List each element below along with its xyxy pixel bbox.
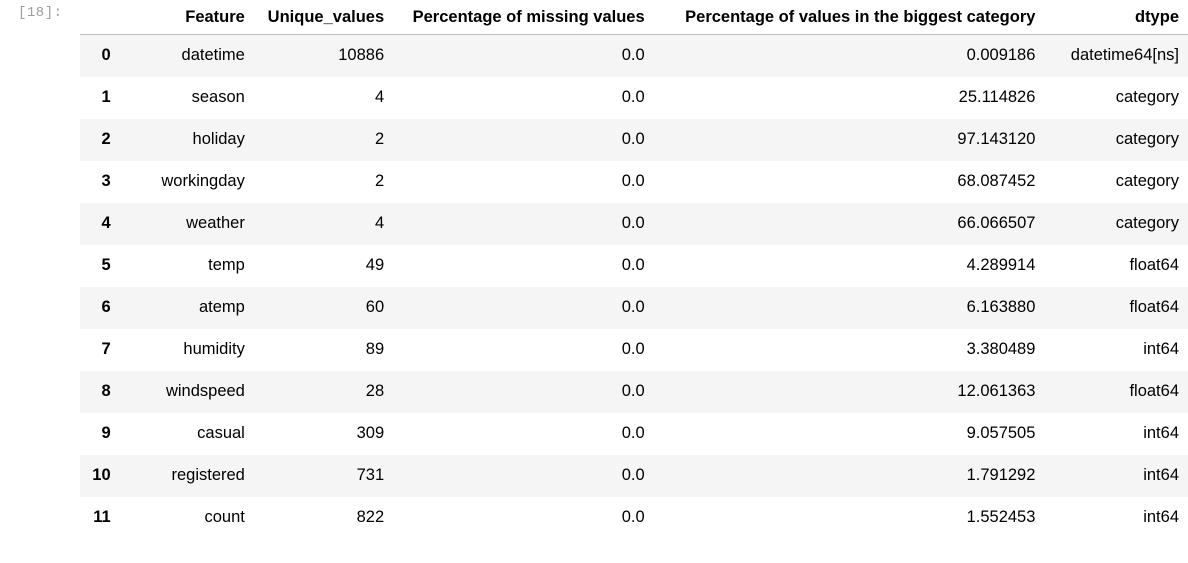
- header-dtype: dtype: [1044, 0, 1188, 35]
- biggest-category-cell: 6.163880: [966, 298, 1036, 316]
- table-row: 5 temp 49 0.0 4.289914 float64: [80, 244, 1188, 287]
- dtype-cell: category: [1115, 130, 1179, 148]
- biggest-category-cell: 66.066507: [957, 214, 1036, 232]
- row-index: 8: [101, 382, 111, 400]
- unique-values-cell: 4: [374, 214, 385, 232]
- feature-cell: humidity: [183, 340, 245, 358]
- feature-cell: datetime: [181, 46, 245, 65]
- missing-cell: 0.0: [621, 214, 645, 232]
- table-header-row: Feature Unique_values Percentage of miss…: [80, 0, 1188, 35]
- biggest-category-cell: 0.009186: [966, 46, 1036, 65]
- biggest-category-cell: 68.087452: [957, 172, 1036, 190]
- row-index: 5: [101, 256, 111, 274]
- biggest-category-cell: 3.380489: [966, 340, 1036, 358]
- dtype-cell: int64: [1143, 424, 1179, 442]
- missing-cell: 0.0: [621, 256, 645, 274]
- dtype-cell: float64: [1129, 256, 1179, 274]
- cell-execution-count: [18]:: [18, 5, 63, 21]
- row-index: 6: [101, 298, 111, 316]
- table-row: 3 workingday 2 0.0 68.087452 category: [80, 160, 1188, 203]
- missing-cell: 0.0: [621, 466, 645, 484]
- dtype-cell: float64: [1129, 382, 1179, 400]
- feature-cell: weather: [186, 214, 245, 232]
- biggest-category-cell: 97.143120: [957, 130, 1036, 148]
- biggest-category-cell: 25.114826: [958, 88, 1036, 106]
- dtype-cell: category: [1115, 214, 1179, 232]
- row-index: 9: [101, 424, 111, 442]
- unique-values-cell: 4: [374, 88, 385, 106]
- dtype-cell: category: [1115, 172, 1179, 190]
- missing-cell: 0.0: [621, 382, 645, 400]
- feature-cell: windspeed: [165, 382, 245, 400]
- header-missing-percentage: Percentage of missing values: [393, 0, 654, 35]
- missing-cell: 0.0: [621, 46, 645, 65]
- header-feature: Feature: [118, 0, 254, 35]
- unique-values-cell: 28: [365, 382, 385, 400]
- dtype-cell: int64: [1143, 508, 1179, 526]
- missing-cell: 0.0: [621, 298, 645, 316]
- dtype-cell: datetime64[ns]: [1070, 46, 1179, 65]
- missing-cell: 0.0: [621, 130, 645, 148]
- row-index: 11: [93, 508, 111, 526]
- unique-values-cell: 10886: [338, 46, 385, 65]
- table-row: 6 atemp 60 0.0 6.163880 float64: [80, 286, 1188, 329]
- table-row: 9 casual 309 0.0 9.057505 int64: [80, 412, 1188, 455]
- dtype-cell: category: [1115, 88, 1179, 106]
- table-row: 8 windspeed 28 0.0 12.061363 float64: [80, 370, 1188, 413]
- unique-values-cell: 309: [356, 424, 385, 442]
- biggest-category-cell: 9.057505: [966, 424, 1036, 442]
- missing-cell: 0.0: [621, 88, 645, 106]
- unique-values-cell: 89: [365, 340, 385, 358]
- biggest-category-cell: 4.289914: [966, 256, 1036, 274]
- feature-cell: workingday: [161, 172, 245, 190]
- unique-values-cell: 731: [356, 466, 385, 484]
- table-row: 2 holiday 2 0.0 97.143120 category: [80, 118, 1188, 161]
- feature-cell: season: [191, 88, 245, 106]
- biggest-category-cell: 1.552453: [966, 508, 1036, 526]
- feature-cell: registered: [171, 466, 245, 484]
- dataframe-table: Feature Unique_values Percentage of miss…: [80, 0, 1188, 539]
- row-index: 3: [101, 172, 111, 190]
- table-row: 10 registered 731 0.0 1.791292 int64: [80, 454, 1188, 497]
- table-row: 4 weather 4 0.0 66.066507 category: [80, 202, 1188, 245]
- row-index: 0: [101, 46, 111, 65]
- table-row: 1 season 4 0.0 25.114826 category: [80, 76, 1188, 119]
- biggest-category-cell: 12.061363: [957, 382, 1036, 400]
- missing-cell: 0.0: [621, 424, 645, 442]
- feature-cell: atemp: [198, 298, 245, 316]
- table-row: 0 datetime 10886 0.0 0.009186 datetime64…: [80, 34, 1188, 77]
- row-index: 2: [101, 130, 111, 148]
- table-row: 11 count 822 0.0 1.552453 int64: [80, 496, 1188, 539]
- unique-values-cell: 822: [356, 508, 385, 526]
- header-unique-values: Unique_values: [253, 0, 394, 35]
- dtype-cell: int64: [1143, 466, 1179, 484]
- dtype-cell: float64: [1129, 298, 1179, 316]
- table-row: 7 humidity 89 0.0 3.380489 int64: [80, 328, 1188, 371]
- feature-cell: casual: [197, 424, 245, 442]
- missing-cell: 0.0: [621, 340, 645, 358]
- row-index: 10: [92, 466, 111, 484]
- row-index: 7: [101, 340, 111, 358]
- feature-cell: count: [204, 508, 245, 526]
- header-biggest-category-percentage: Percentage of values in the biggest cate…: [653, 0, 1045, 35]
- feature-cell: holiday: [192, 130, 245, 148]
- row-index: 4: [101, 214, 111, 232]
- header-index: [80, 0, 119, 35]
- unique-values-cell: 49: [365, 256, 385, 274]
- feature-cell: temp: [208, 256, 245, 274]
- biggest-category-cell: 1.791292: [966, 466, 1036, 484]
- unique-values-cell: 2: [374, 130, 385, 148]
- dtype-cell: int64: [1143, 340, 1179, 358]
- missing-cell: 0.0: [621, 172, 645, 190]
- unique-values-cell: 2: [374, 172, 385, 190]
- unique-values-cell: 60: [365, 298, 385, 316]
- missing-cell: 0.0: [621, 508, 645, 526]
- row-index: 1: [101, 88, 111, 106]
